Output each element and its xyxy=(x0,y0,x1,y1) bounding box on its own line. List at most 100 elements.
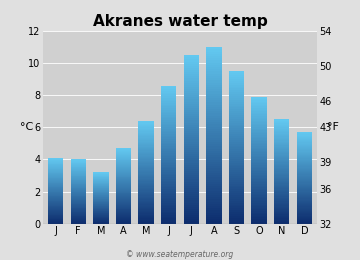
Bar xyxy=(251,132,267,133)
Bar xyxy=(184,116,199,118)
Bar xyxy=(93,204,109,205)
Bar xyxy=(206,72,222,74)
Bar xyxy=(184,89,199,91)
Bar xyxy=(206,74,222,76)
Bar xyxy=(274,187,289,188)
Bar xyxy=(116,207,131,209)
Bar xyxy=(206,197,222,199)
Bar xyxy=(229,222,244,224)
Bar xyxy=(116,148,131,149)
Bar xyxy=(274,194,289,195)
Bar xyxy=(184,192,199,194)
Bar xyxy=(251,157,267,159)
Bar xyxy=(229,123,244,125)
Bar xyxy=(229,121,244,123)
Bar xyxy=(93,172,109,173)
Bar xyxy=(251,181,267,183)
Bar xyxy=(206,171,222,173)
Bar xyxy=(229,155,244,157)
Bar xyxy=(297,136,312,137)
Bar xyxy=(71,188,86,189)
Bar xyxy=(297,156,312,157)
Bar xyxy=(116,186,131,187)
Bar xyxy=(274,165,289,166)
Bar xyxy=(161,196,176,198)
Bar xyxy=(229,159,244,161)
Bar xyxy=(116,158,131,159)
Bar xyxy=(229,104,244,106)
Bar xyxy=(297,193,312,194)
Bar xyxy=(48,178,63,179)
Bar xyxy=(297,190,312,192)
Bar xyxy=(116,182,131,183)
Bar xyxy=(93,197,109,198)
Bar xyxy=(184,148,199,150)
Bar xyxy=(251,106,267,108)
Bar xyxy=(184,219,199,222)
Bar xyxy=(71,185,86,186)
Bar xyxy=(206,96,222,98)
Bar xyxy=(229,153,244,155)
Bar xyxy=(206,204,222,206)
Bar xyxy=(206,179,222,182)
Bar xyxy=(71,198,86,199)
Bar xyxy=(251,219,267,220)
Bar xyxy=(206,129,222,131)
Bar xyxy=(71,206,86,207)
Bar xyxy=(138,210,154,211)
Bar xyxy=(48,207,63,208)
Bar xyxy=(138,133,154,134)
Bar xyxy=(297,213,312,214)
Bar xyxy=(93,198,109,199)
Bar xyxy=(297,155,312,156)
Bar xyxy=(161,87,176,89)
Bar xyxy=(71,163,86,164)
Bar xyxy=(297,197,312,198)
Bar xyxy=(71,212,86,213)
Bar xyxy=(116,190,131,191)
Bar xyxy=(116,191,131,192)
Bar xyxy=(93,177,109,178)
Bar xyxy=(297,212,312,213)
Bar xyxy=(138,139,154,140)
Bar xyxy=(297,201,312,202)
Bar xyxy=(93,176,109,177)
Bar xyxy=(48,174,63,175)
Bar xyxy=(206,162,222,164)
Bar xyxy=(71,178,86,179)
Bar xyxy=(184,160,199,162)
Bar xyxy=(229,109,244,111)
Bar xyxy=(251,192,267,193)
Bar xyxy=(297,176,312,177)
Bar xyxy=(251,105,267,106)
Bar xyxy=(138,122,154,123)
Bar xyxy=(48,160,63,161)
Bar xyxy=(206,124,222,127)
Bar xyxy=(297,139,312,140)
Bar xyxy=(274,132,289,134)
Bar xyxy=(161,125,176,127)
Bar xyxy=(229,132,244,134)
Bar xyxy=(251,179,267,181)
Bar xyxy=(161,217,176,218)
Bar xyxy=(48,172,63,173)
Bar xyxy=(274,153,289,154)
Bar xyxy=(184,186,199,188)
Bar xyxy=(93,201,109,202)
Bar xyxy=(116,205,131,206)
Bar xyxy=(274,147,289,148)
Bar xyxy=(93,175,109,176)
Bar xyxy=(71,190,86,191)
Bar xyxy=(48,183,63,184)
Bar xyxy=(161,91,176,93)
Bar xyxy=(274,195,289,196)
Bar xyxy=(71,162,86,163)
Bar xyxy=(93,206,109,207)
Bar xyxy=(274,166,289,168)
Bar xyxy=(161,153,176,155)
Bar xyxy=(229,157,244,159)
Bar xyxy=(116,201,131,202)
Bar xyxy=(251,113,267,114)
Bar xyxy=(206,221,222,224)
Bar xyxy=(274,177,289,178)
